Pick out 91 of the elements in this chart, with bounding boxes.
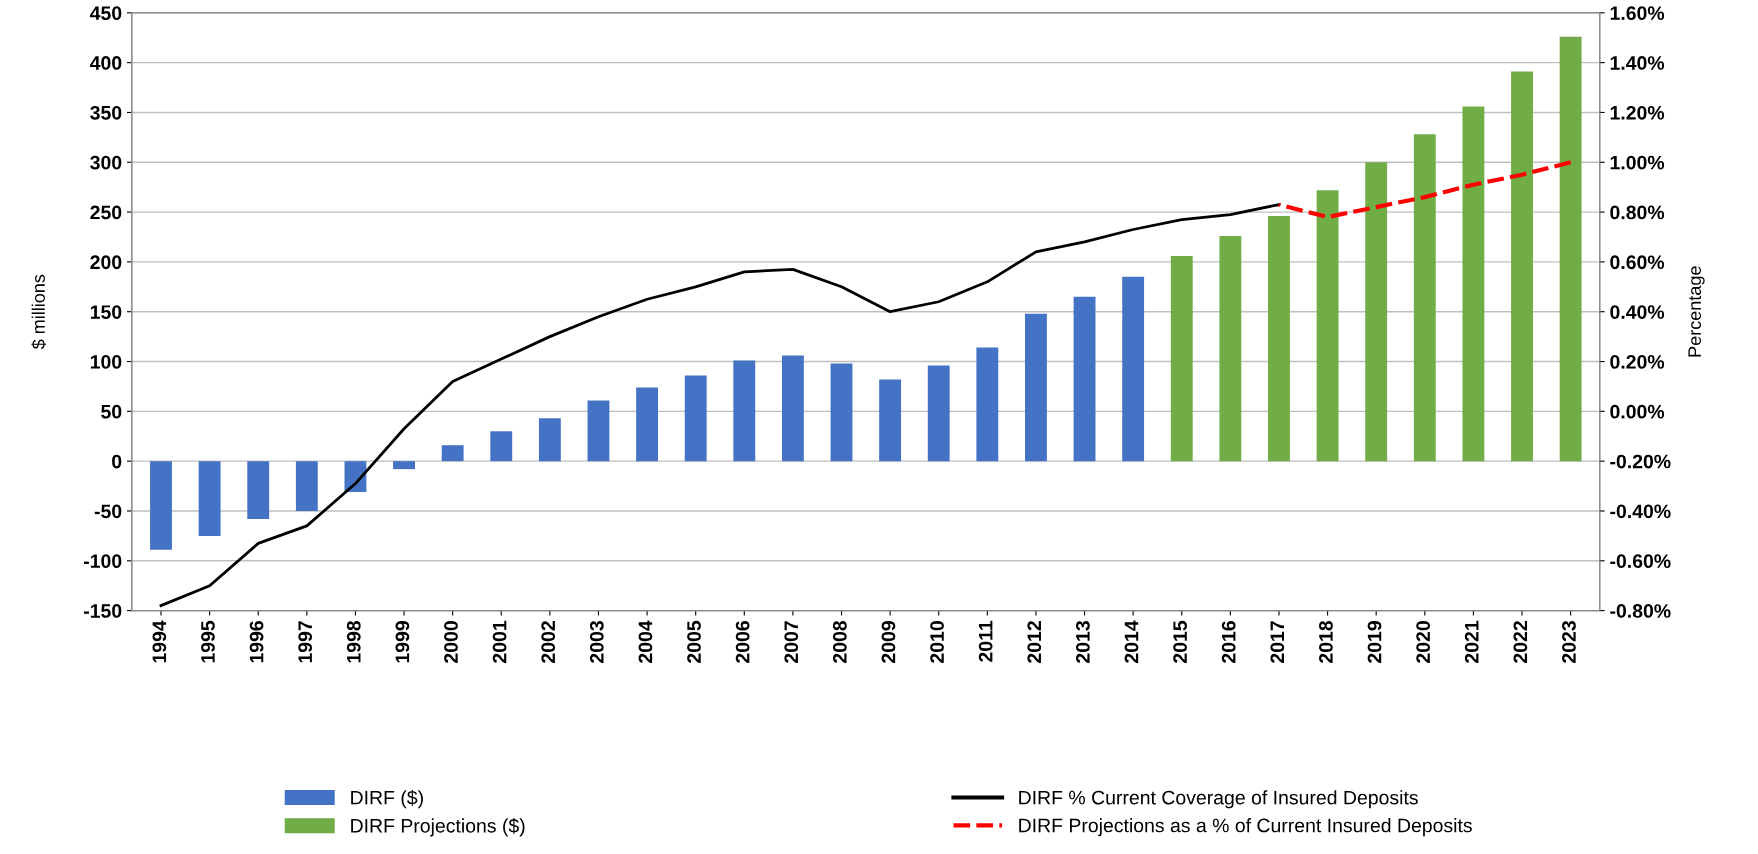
x-tick-label: 1996 (249, 621, 264, 663)
bar (976, 347, 999, 462)
x-tick-label: 2011 (978, 620, 993, 662)
bar (441, 445, 464, 462)
y-axis-title: $ millions (31, 274, 46, 350)
x-tick-label: 1998 (346, 620, 361, 663)
legend-label: DIRF Projections as a % of Current Insured Deposits (1019, 818, 1472, 837)
y-tick-label: 200 (90, 255, 122, 270)
x-tick-label: 2018 (1319, 620, 1333, 663)
y2-axis-title: Percentage (1688, 266, 1705, 357)
bar (733, 360, 756, 462)
y-tick-label: 300 (90, 155, 122, 170)
legend-label: DIRF % Current Coverage of Insured Deposits (1019, 790, 1418, 809)
bar (393, 461, 415, 470)
y-tick-label: -150 (83, 604, 122, 618)
y2-tick-label: 0.40% (1610, 305, 1665, 319)
x-tick-label: 2023 (1562, 621, 1576, 663)
x-tick-label: 2006 (735, 621, 750, 663)
x-tick-label: 2019 (1367, 621, 1382, 663)
y-tick-label: 0 (112, 454, 122, 469)
y-tick-label: 350 (90, 105, 122, 120)
y-tick-label: -50 (94, 504, 122, 519)
bar (927, 365, 950, 462)
bar (490, 431, 513, 462)
x-tick-label: 2013 (1076, 621, 1090, 663)
bar (538, 418, 561, 462)
bar (1268, 216, 1290, 462)
x-tick-label: 2014 (1124, 620, 1139, 663)
y-tick-label: 400 (89, 56, 122, 70)
y2-tick-label: -0.40% (1610, 504, 1671, 519)
x-tick-label: 2003 (589, 621, 604, 663)
y2-tick-label: 1.20% (1610, 105, 1665, 120)
y2-tick-label: 0.00% (1610, 404, 1665, 419)
x-tick-label: 2009 (881, 621, 896, 663)
y2-tick-label: -0.20% (1610, 454, 1671, 469)
x-tick-label: 2008 (832, 620, 847, 663)
y2-tick-label: 0.20% (1610, 354, 1665, 369)
x-tick-label: 2021 (1464, 620, 1479, 663)
x-tick-label: 2017 (1270, 621, 1285, 663)
x-tick-label: 1999 (395, 621, 410, 663)
x-tick-label: 2007 (784, 621, 799, 663)
x-tick-label: 1995 (201, 620, 215, 663)
x-tick-label: 2016 (1221, 621, 1236, 663)
y2-tick-label: 0.80% (1610, 205, 1665, 220)
y-tick-label: 450 (89, 6, 122, 21)
bar (1170, 255, 1193, 462)
bar (1219, 235, 1242, 462)
bar (684, 375, 707, 462)
x-tick-label: 2012 (1027, 621, 1042, 663)
x-tick-label: 2002 (541, 621, 556, 663)
x-tick-label: 2022 (1513, 621, 1528, 663)
bar (1365, 162, 1388, 462)
bar (1316, 190, 1339, 462)
y2-tick-label: 1.00% (1610, 155, 1665, 170)
y-tick-label: 150 (90, 305, 122, 319)
bar (1511, 71, 1533, 462)
bar (587, 400, 610, 462)
y-tick-label: 250 (90, 205, 122, 220)
bar (781, 355, 804, 462)
x-tick-label: 2015 (1173, 620, 1187, 663)
bar (1559, 36, 1582, 462)
y-tick-label: 50 (101, 404, 122, 419)
x-tick-label: 2004 (638, 620, 653, 663)
bar (150, 461, 172, 550)
y2-tick-label: 1.60% (1610, 6, 1665, 21)
bar (198, 461, 221, 536)
legend-label: DIRF Projections ($) (351, 818, 525, 837)
bar (636, 387, 659, 462)
bar (247, 461, 270, 519)
y2-tick-label: 1.40% (1610, 56, 1665, 70)
x-tick-label: 2020 (1416, 621, 1431, 663)
x-tick-label: 1997 (298, 621, 313, 663)
y-tick-label: -100 (83, 554, 122, 569)
y-tick-label: 100 (90, 354, 122, 369)
x-tick-label: 2010 (930, 621, 944, 663)
bar (1462, 106, 1485, 462)
x-tick-label: 2005 (687, 620, 701, 663)
bar (295, 461, 318, 511)
legend-label: DIRF ($) (351, 789, 423, 809)
bar (1073, 296, 1096, 462)
x-tick-label: 2000 (444, 621, 458, 663)
y2-tick-label: -0.60% (1610, 554, 1671, 569)
x-tick-label: 2001 (492, 620, 507, 663)
y2-tick-label: 0.60% (1610, 255, 1665, 270)
y2-tick-label: -0.80% (1610, 604, 1671, 618)
bar (879, 379, 902, 462)
bar (1025, 313, 1047, 462)
bar (830, 363, 853, 462)
bar (1122, 276, 1145, 462)
x-tick-label: 1994 (152, 620, 167, 663)
bar (1413, 134, 1436, 462)
